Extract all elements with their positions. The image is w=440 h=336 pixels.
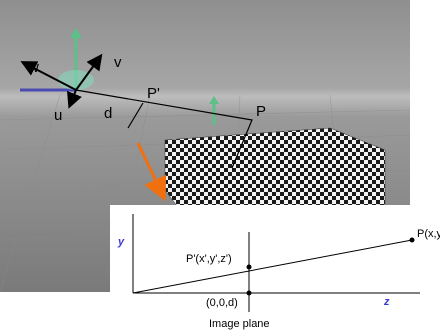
point-label: P(x,y,z) (417, 228, 440, 240)
point-p-prime: P' (147, 85, 160, 102)
projected-point-label: P'(x',y',z') (186, 253, 232, 265)
checker-boxes (165, 128, 385, 210)
point-p: P (256, 103, 266, 120)
z-axis-label: z (383, 296, 390, 308)
point-dot (410, 238, 415, 243)
origin-dot (247, 291, 252, 296)
distance-d: d (104, 105, 112, 122)
axis-u: u (54, 107, 62, 124)
y-axis-label: y (117, 236, 125, 248)
projected-dot (247, 265, 252, 270)
projection-diagram: y z P(x,y,z) P'(x',y',z') (0,0,d) Image … (110, 205, 440, 336)
page: w v u d P' P y z P(x,y,z) P'(x',y',z') (… (0, 0, 440, 336)
axis-w: w (27, 59, 39, 76)
origin-point-label: (0,0,d) (206, 297, 238, 309)
image-plane-label: Image plane (209, 318, 270, 330)
axis-v: v (114, 54, 122, 71)
diagram-bg (110, 205, 440, 336)
